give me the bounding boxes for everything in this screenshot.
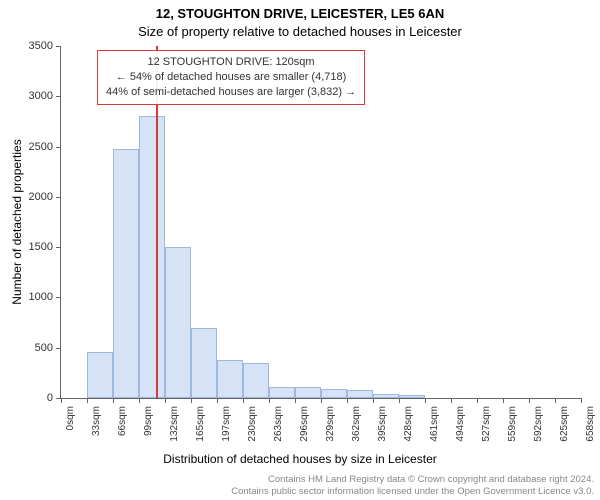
x-tick-label: 66sqm [117,406,128,436]
x-tick-label: 625sqm [559,406,570,442]
page-subtitle: Size of property relative to detached ho… [0,24,600,39]
x-tick [529,398,530,403]
footer-line1: Contains HM Land Registry data © Crown c… [231,474,594,486]
x-axis-title: Distribution of detached houses by size … [0,452,600,466]
x-tick [477,398,478,403]
x-tick-label: 592sqm [533,406,544,442]
x-tick [399,398,400,403]
x-tick-label: 296sqm [299,406,310,442]
y-tick [56,197,61,198]
x-tick [373,398,374,403]
histogram-bar [191,328,217,398]
x-tick-label: 658sqm [585,406,596,442]
attribution-footer: Contains HM Land Registry data © Crown c… [231,474,594,498]
y-tick-label: 3000 [29,90,53,102]
x-tick [139,398,140,403]
x-tick-label: 428sqm [403,406,414,442]
annotation-line2: ← 54% of detached houses are smaller (4,… [106,70,356,85]
y-tick-label: 1000 [29,291,53,303]
page-title-address: 12, STOUGHTON DRIVE, LEICESTER, LE5 6AN [0,6,600,21]
histogram-bar [321,389,347,398]
y-tick-label: 2000 [29,191,53,203]
histogram-bar [373,394,399,398]
y-tick [56,46,61,47]
histogram-bar [165,247,191,398]
histogram-bar [139,116,165,398]
x-tick-label: 329sqm [325,406,336,442]
y-tick [56,297,61,298]
x-tick-label: 230sqm [247,406,258,442]
x-tick [555,398,556,403]
histogram-bar [113,149,139,398]
x-tick [87,398,88,403]
x-tick-label: 263sqm [273,406,284,442]
x-tick-label: 99sqm [143,406,154,436]
histogram-bar [217,360,243,398]
y-tick [56,247,61,248]
x-tick [321,398,322,403]
x-tick-label: 395sqm [377,406,388,442]
x-tick-label: 0sqm [65,406,76,430]
x-tick [113,398,114,403]
annotation-line3: 44% of semi-detached houses are larger (… [106,85,356,100]
histogram-bar [399,395,425,398]
y-tick [56,147,61,148]
y-tick-label: 2500 [29,141,53,153]
x-tick [581,398,582,403]
footer-line2: Contains public sector information licen… [231,486,594,498]
histogram-bar [347,390,373,398]
x-tick [451,398,452,403]
x-tick [503,398,504,403]
x-tick [165,398,166,403]
annotation-box: 12 STOUGHTON DRIVE: 120sqm ← 54% of deta… [97,50,365,105]
annotation-line1: 12 STOUGHTON DRIVE: 120sqm [106,55,356,70]
x-tick [191,398,192,403]
x-tick-label: 461sqm [429,406,440,442]
histogram-bar [269,387,295,398]
x-tick [347,398,348,403]
x-tick [269,398,270,403]
x-tick [425,398,426,403]
y-tick-label: 3500 [29,40,53,52]
x-tick-label: 559sqm [507,406,518,442]
histogram-bar [87,352,113,398]
x-tick [243,398,244,403]
x-tick-label: 494sqm [455,406,466,442]
x-tick-label: 527sqm [481,406,492,442]
y-tick-label: 0 [47,392,53,404]
histogram-bar [295,387,321,398]
histogram-plot-area: 0500100015002000250030003500 0sqm33sqm66… [60,46,581,399]
y-tick-label: 1500 [29,241,53,253]
x-tick-label: 165sqm [195,406,206,442]
x-tick [217,398,218,403]
y-tick-label: 500 [35,342,53,354]
x-tick-label: 197sqm [221,406,232,442]
y-tick [56,348,61,349]
x-tick-label: 362sqm [351,406,362,442]
y-axis-title: Number of detached properties [10,139,24,304]
y-tick [56,96,61,97]
x-tick [61,398,62,403]
histogram-bar [243,363,269,398]
x-tick-label: 33sqm [91,406,102,436]
x-tick-label: 132sqm [169,406,180,442]
x-tick [295,398,296,403]
